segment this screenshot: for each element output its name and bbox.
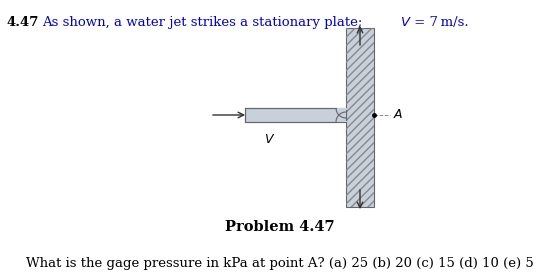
Bar bbox=[245, 108, 346, 122]
Text: $V$: $V$ bbox=[400, 16, 411, 29]
Text: Problem 4.47: Problem 4.47 bbox=[225, 220, 334, 234]
Text: $V$: $V$ bbox=[264, 133, 276, 146]
Bar bbox=[346, 28, 374, 207]
Text: 4.47: 4.47 bbox=[7, 16, 39, 29]
Bar bbox=[336, 120, 347, 122]
Bar bbox=[336, 108, 347, 109]
Text: As shown, a water jet strikes a stationary plate;: As shown, a water jet strikes a stationa… bbox=[42, 16, 367, 29]
Text: What is the gage pressure in kPa at point A? (a) 25 (b) 20 (c) 15 (d) 10 (e) 5: What is the gage pressure in kPa at poin… bbox=[26, 257, 533, 270]
Bar bbox=[346, 28, 374, 207]
Wedge shape bbox=[336, 108, 346, 118]
Text: $A$: $A$ bbox=[393, 108, 404, 121]
Wedge shape bbox=[336, 112, 346, 122]
Text: = 7 m/s.: = 7 m/s. bbox=[410, 16, 468, 29]
